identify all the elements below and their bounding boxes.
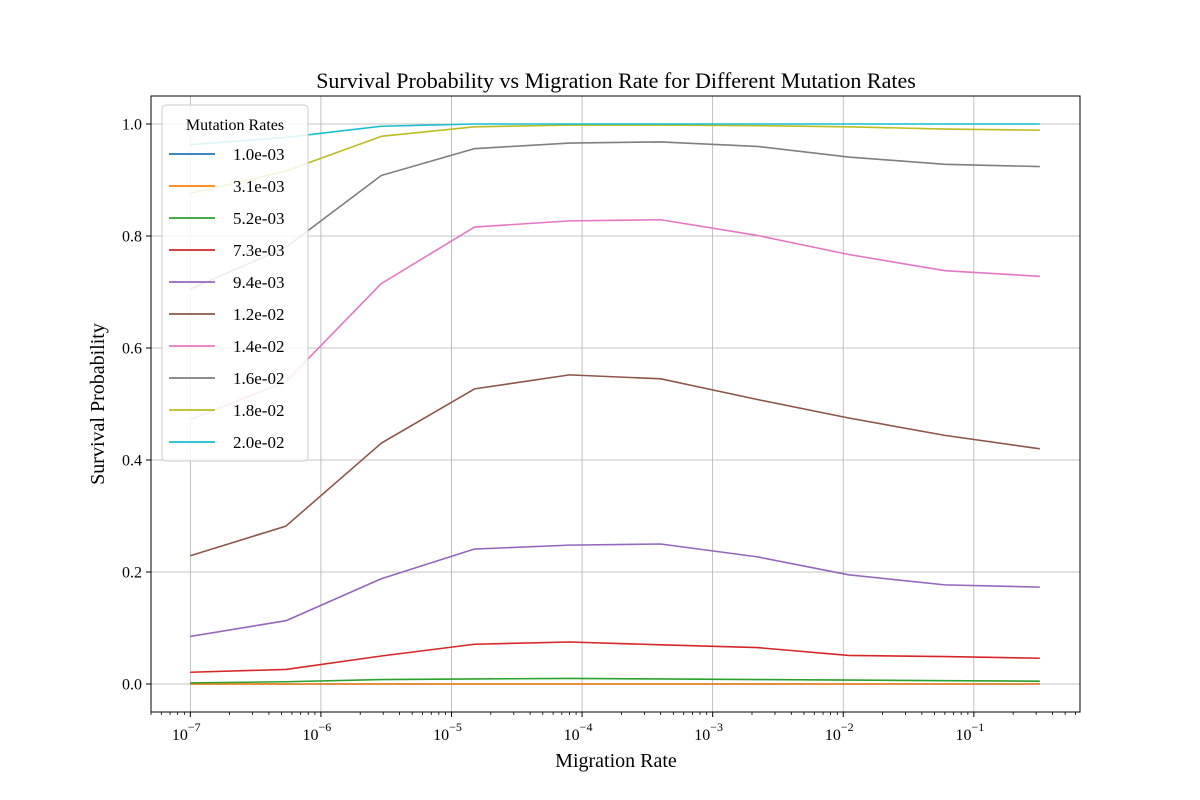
series-line-5.2e-03 [190, 677, 1040, 684]
chart-title: Survival Probability vs Migration Rate f… [316, 68, 916, 93]
x-axis-label: Migration Rate [555, 750, 677, 772]
legend-label: 1.0e-03 [233, 145, 284, 164]
series-line-1.2e-02 [190, 374, 1040, 557]
y-tick-label: 1.0 [122, 117, 142, 134]
y-tick-label: 0.4 [122, 453, 142, 470]
legend-label: 1.8e-02 [233, 401, 284, 420]
legend-label: 1.6e-02 [233, 369, 284, 388]
legend-label: 5.2e-03 [233, 209, 284, 228]
series-line-2.0e-02 [190, 123, 1040, 146]
series-line-7.3e-03 [190, 641, 1040, 674]
legend-label: 1.4e-02 [233, 337, 284, 356]
legend-title: Mutation Rates [186, 117, 284, 134]
legend-label: 3.1e-03 [233, 177, 284, 196]
series-line-9.4e-03 [190, 543, 1040, 638]
plot-frame [150, 95, 1081, 713]
legend-label: 7.3e-03 [233, 241, 284, 260]
series-line-1.8e-02 [190, 124, 1040, 195]
series-line-1.4e-02 [190, 218, 1040, 421]
legend-label: 1.2e-02 [233, 305, 284, 324]
y-tick-label: 0.6 [122, 341, 142, 358]
legend-label: 2.0e-02 [233, 433, 284, 452]
legend-box [161, 104, 309, 462]
y-axis-label: Survival Probability [87, 323, 109, 485]
y-tick-label: 0.0 [122, 677, 142, 694]
series-line-1.6e-02 [189, 141, 1040, 290]
y-tick-label: 0.2 [122, 565, 142, 582]
series-lines [189, 123, 1040, 685]
y-tick-label: 0.8 [122, 229, 142, 246]
legend-label: 9.4e-03 [233, 273, 284, 292]
legend: Mutation Rates 1.0e-03 3.1e-03 5.2e-03 7.3e-… [161, 104, 309, 462]
